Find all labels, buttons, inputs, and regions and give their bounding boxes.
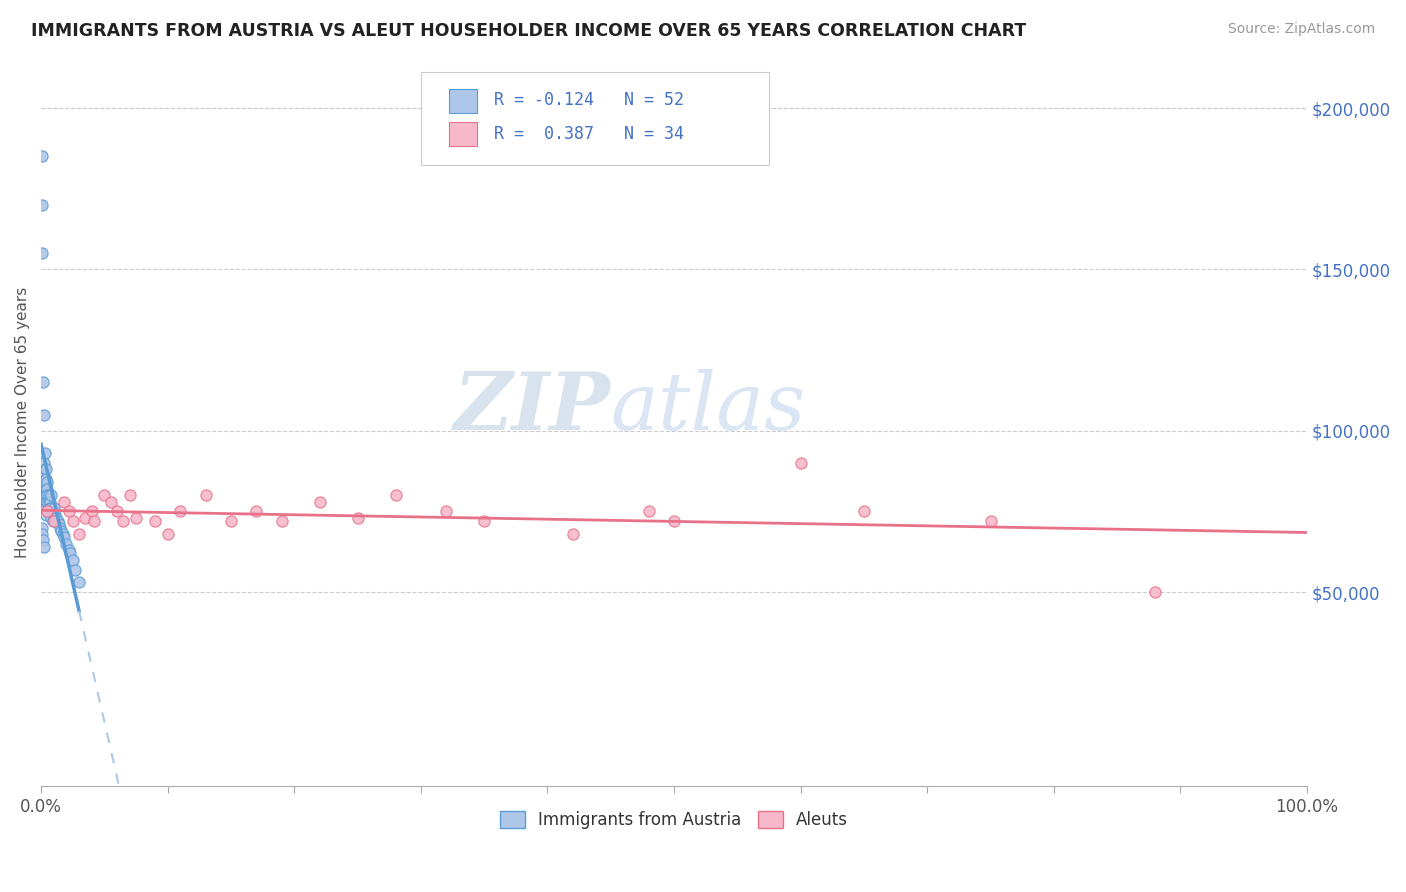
Point [31,246,53,260]
Point [194,488,217,502]
Point [100,495,122,509]
Point [662,514,685,528]
Point [32,376,55,390]
Point [67,575,90,590]
Point [58,543,80,558]
Point [35,495,58,509]
Point [31,149,53,163]
Point [37,504,59,518]
Point [219,514,242,528]
Point [42,501,65,516]
Point [308,495,330,509]
Point [31,527,53,541]
Point [789,456,811,470]
Point [38,504,60,518]
Point [34,472,56,486]
Point [42,514,65,528]
Point [472,514,495,528]
Text: atlas: atlas [610,369,806,447]
Point [143,514,166,528]
Point [41,514,63,528]
Point [35,462,58,476]
Point [1144,585,1167,599]
Text: R =  0.387   N = 34: R = 0.387 N = 34 [495,125,685,143]
Point [34,462,56,476]
Point [44,508,66,522]
Point [852,504,875,518]
Point [38,495,60,509]
Point [52,495,75,509]
Point [112,514,135,528]
Point [37,495,59,509]
Point [39,488,62,502]
Point [39,501,62,516]
Point [637,504,659,518]
Point [245,504,267,518]
Point [58,504,80,518]
Point [34,446,56,460]
Point [34,482,56,496]
Point [42,511,65,525]
FancyBboxPatch shape [420,72,769,165]
Point [32,540,55,554]
Point [75,511,97,525]
Y-axis label: Householder Income Over 65 years: Householder Income Over 65 years [15,287,30,558]
Point [31,520,53,534]
Point [80,504,103,518]
Point [45,511,67,525]
Point [35,508,58,522]
Point [31,198,53,212]
Text: IMMIGRANTS FROM AUSTRIA VS ALEUT HOUSEHOLDER INCOME OVER 65 YEARS CORRELATION CH: IMMIGRANTS FROM AUSTRIA VS ALEUT HOUSEHO… [31,22,1026,40]
Point [59,546,82,560]
Point [39,495,62,509]
Point [55,537,77,551]
Point [980,514,1002,528]
Text: Source: ZipAtlas.com: Source: ZipAtlas.com [1227,22,1375,37]
Text: ZIP: ZIP [454,369,610,447]
Text: R = -0.124   N = 52: R = -0.124 N = 52 [495,91,685,109]
Point [346,511,368,525]
Point [41,504,63,518]
Bar [449,122,477,146]
Point [434,504,457,518]
Point [38,488,60,502]
Bar [449,88,477,112]
Point [384,488,406,502]
Point [125,511,148,525]
Point [32,456,55,470]
Point [118,488,141,502]
Point [51,524,73,538]
Point [62,514,84,528]
Point [65,563,87,577]
Point [37,475,59,490]
Legend: Immigrants from Austria, Aleuts: Immigrants from Austria, Aleuts [494,804,855,836]
Point [67,527,90,541]
Point [35,482,58,496]
Point [52,527,75,541]
Point [561,527,583,541]
Point [35,501,58,516]
Point [39,511,62,525]
Point [39,501,62,516]
Point [169,504,191,518]
Point [52,530,75,544]
Point [32,408,55,422]
Point [105,504,128,518]
Point [35,472,58,486]
Point [270,514,292,528]
Point [83,514,105,528]
Point [37,488,59,502]
Point [62,553,84,567]
Point [32,533,55,548]
Point [34,495,56,509]
Point [93,488,115,502]
Point [46,514,69,528]
Point [37,482,59,496]
Point [156,527,179,541]
Point [48,517,70,532]
Point [35,488,58,502]
Point [49,520,72,534]
